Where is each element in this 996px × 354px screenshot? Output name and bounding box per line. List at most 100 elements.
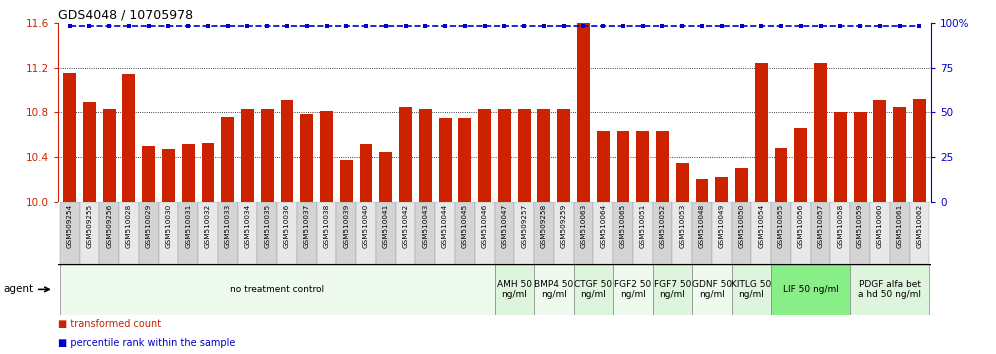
Text: GSM510045: GSM510045 [462, 204, 468, 248]
Bar [574, 202, 594, 264]
Bar [577, 23, 590, 202]
Bar [158, 202, 178, 264]
Text: ■ transformed count: ■ transformed count [58, 319, 161, 329]
Bar [614, 264, 652, 315]
Text: GSM510030: GSM510030 [165, 204, 171, 248]
Bar [438, 118, 451, 202]
Bar [357, 202, 375, 264]
Bar [811, 202, 831, 264]
Text: no treatment control: no treatment control [230, 285, 324, 294]
Text: AMH 50
ng/ml: AMH 50 ng/ml [497, 280, 532, 299]
Bar [574, 264, 614, 315]
Bar [83, 102, 96, 202]
Text: GSM510057: GSM510057 [818, 204, 824, 248]
Bar [851, 202, 870, 264]
Bar [913, 99, 926, 202]
Text: GSM510049: GSM510049 [719, 204, 725, 248]
Text: GSM510038: GSM510038 [324, 204, 330, 248]
Bar [594, 202, 614, 264]
Bar [317, 202, 337, 264]
Bar [557, 109, 570, 202]
Text: CTGF 50
ng/ml: CTGF 50 ng/ml [575, 280, 613, 299]
Text: GSM510047: GSM510047 [501, 204, 507, 248]
Bar [554, 202, 574, 264]
Bar [676, 163, 688, 202]
Bar [851, 264, 929, 315]
Text: ■ percentile rank within the sample: ■ percentile rank within the sample [58, 338, 235, 348]
Bar [395, 202, 415, 264]
Text: FGF7 50
ng/ml: FGF7 50 ng/ml [653, 280, 691, 299]
Bar [241, 109, 254, 202]
Bar [518, 109, 531, 202]
Text: GSM509255: GSM509255 [87, 204, 93, 248]
Text: GDS4048 / 10705978: GDS4048 / 10705978 [58, 9, 193, 22]
Bar [60, 202, 80, 264]
Bar [178, 202, 198, 264]
Bar [340, 160, 353, 202]
Text: GSM510046: GSM510046 [482, 204, 488, 248]
Text: GSM510029: GSM510029 [145, 204, 151, 248]
Bar [814, 63, 827, 202]
Bar [375, 202, 395, 264]
Bar [455, 202, 475, 264]
Text: GSM510061: GSM510061 [896, 204, 902, 248]
Bar [80, 202, 100, 264]
Bar [458, 118, 471, 202]
Bar [435, 202, 455, 264]
Bar [751, 202, 771, 264]
Text: PDGF alfa bet
a hd 50 ng/ml: PDGF alfa bet a hd 50 ng/ml [859, 280, 921, 299]
Bar [909, 202, 929, 264]
Text: GSM510041: GSM510041 [382, 204, 388, 248]
Bar [652, 264, 692, 315]
Text: GSM510054: GSM510054 [758, 204, 764, 248]
Bar [656, 131, 669, 202]
Text: GSM510031: GSM510031 [185, 204, 191, 248]
Bar [221, 117, 234, 202]
Bar [399, 107, 412, 202]
Text: GSM510036: GSM510036 [284, 204, 290, 248]
Bar [494, 202, 514, 264]
Bar [514, 202, 534, 264]
Text: GSM510052: GSM510052 [659, 204, 665, 248]
Bar [142, 146, 155, 202]
Bar [771, 202, 791, 264]
Bar [138, 202, 158, 264]
Text: GSM510055: GSM510055 [778, 204, 784, 248]
Bar [238, 202, 257, 264]
Text: KITLG 50
ng/ml: KITLG 50 ng/ml [731, 280, 772, 299]
Bar [60, 264, 494, 315]
Bar [636, 131, 649, 202]
Bar [538, 109, 551, 202]
Bar [632, 202, 652, 264]
Text: GSM510034: GSM510034 [244, 204, 250, 248]
Bar [771, 264, 851, 315]
Text: GSM510032: GSM510032 [205, 204, 211, 248]
Text: GSM510050: GSM510050 [739, 204, 745, 248]
Bar [198, 202, 218, 264]
Text: LIF 50 ng/ml: LIF 50 ng/ml [783, 285, 839, 294]
Bar [889, 202, 909, 264]
Bar [201, 143, 214, 202]
Text: GSM510042: GSM510042 [402, 204, 408, 248]
Bar [261, 109, 274, 202]
Text: GSM510063: GSM510063 [581, 204, 587, 248]
Bar [162, 149, 175, 202]
Text: GSM510056: GSM510056 [798, 204, 804, 248]
Bar [120, 202, 138, 264]
Bar [478, 109, 491, 202]
Bar [617, 131, 629, 202]
Bar [732, 264, 771, 315]
Text: GSM510053: GSM510053 [679, 204, 685, 248]
Bar [732, 202, 751, 264]
Text: GSM510040: GSM510040 [364, 204, 370, 248]
Bar [534, 202, 554, 264]
Bar [218, 202, 238, 264]
Text: GSM509259: GSM509259 [561, 204, 567, 248]
Bar [775, 148, 788, 202]
Text: GSM510064: GSM510064 [601, 204, 607, 248]
Bar [320, 111, 333, 202]
Bar [652, 202, 672, 264]
Text: GSM510060: GSM510060 [876, 204, 882, 248]
Text: GSM510043: GSM510043 [422, 204, 428, 248]
Bar [63, 73, 76, 202]
